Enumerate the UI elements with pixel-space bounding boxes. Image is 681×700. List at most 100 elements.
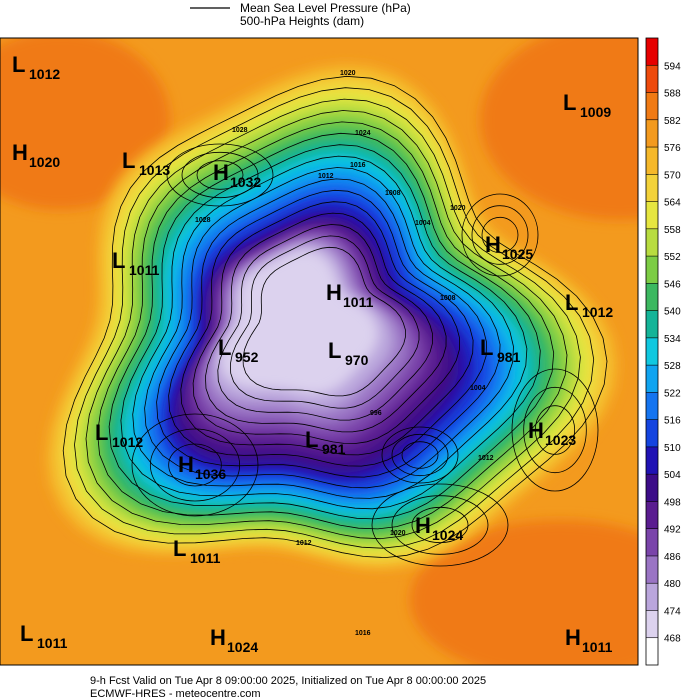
colorbar-swatch <box>646 283 658 312</box>
map-frame <box>0 37 639 666</box>
colorbar-swatch <box>646 92 658 121</box>
colorbar-label: 552 <box>664 252 681 263</box>
colorbar-label: 570 <box>664 170 681 181</box>
pressure-center: L 1011 <box>112 248 160 278</box>
footer-valid: 9-h Fcst Valid on Tue Apr 8 09:00:00 202… <box>90 675 486 687</box>
contour-label: 1016 <box>350 162 366 169</box>
contour-label: 1004 <box>470 385 486 392</box>
colorbar-swatch <box>646 365 658 393</box>
center-value: 1011 <box>37 635 68 651</box>
center-kind: H <box>178 452 194 477</box>
center-kind: H <box>210 625 226 650</box>
isobar <box>534 405 576 455</box>
contour-label: 1012 <box>478 455 494 462</box>
colorbar-label: 504 <box>664 470 681 481</box>
contour-label: 1008 <box>385 190 401 197</box>
contour-label: 1016 <box>355 630 371 637</box>
center-kind: L <box>112 248 125 273</box>
isobar <box>180 189 474 456</box>
isobar <box>217 224 434 421</box>
contour-label: 996 <box>370 410 382 417</box>
center-kind: H <box>565 625 581 650</box>
colorbar-swatch <box>646 392 658 421</box>
contour-label: 1012 <box>296 540 312 547</box>
center-value: 1011 <box>343 294 374 310</box>
center-value: 1012 <box>29 66 60 82</box>
isobar <box>411 506 469 544</box>
colorbar-label: 588 <box>664 89 681 100</box>
isobar <box>181 151 259 199</box>
center-kind: L <box>565 290 578 315</box>
isobar <box>192 201 461 444</box>
center-kind: H <box>485 232 501 257</box>
warm-region <box>410 520 638 665</box>
colorbar-label: 468 <box>664 634 681 645</box>
colorbar-label: 474 <box>664 606 681 617</box>
isobar <box>149 428 241 502</box>
isobar <box>166 143 274 207</box>
colorbar-swatch <box>646 446 658 475</box>
isobar <box>132 144 528 499</box>
center-kind: L <box>20 621 33 646</box>
center-kind: H <box>326 280 342 305</box>
isobar <box>85 98 581 540</box>
colorbar-label: 522 <box>664 388 681 399</box>
colorbar-swatch <box>646 637 658 666</box>
isobar <box>371 483 509 567</box>
colorbar-frame <box>645 37 659 666</box>
pressure-center: H 1011 <box>326 280 374 310</box>
pressure-center: H 1025 <box>485 232 533 262</box>
center-kind: L <box>563 90 576 115</box>
pressure-center: L 1011 <box>20 621 68 651</box>
pressure-center: H 1024 <box>415 513 463 543</box>
contour-label: 1024 <box>355 130 371 137</box>
center-kind: L <box>218 335 231 360</box>
colorbar-label: 558 <box>664 225 681 236</box>
colorbar-label: 486 <box>664 552 681 563</box>
colorbar-label: 564 <box>664 198 681 209</box>
center-value: 981 <box>497 349 521 365</box>
center-value: 1036 <box>195 466 226 482</box>
colorbar-label: 528 <box>664 361 681 372</box>
center-kind: H <box>528 418 544 443</box>
isobar <box>391 433 449 477</box>
colorbar-swatch <box>646 119 658 148</box>
contour-label: 1012 <box>318 173 334 180</box>
colorbar-label: 498 <box>664 497 681 508</box>
center-kind: L <box>173 536 186 561</box>
isobar <box>381 426 459 484</box>
colorbar-label: 480 <box>664 579 681 590</box>
isobars: 1020 1028 1024 1016 1012 1008 1004 1028 1020 1008… <box>62 70 608 637</box>
colorbar-swatch <box>646 147 658 175</box>
isobar <box>204 212 447 433</box>
colorbar-swatch <box>646 256 658 284</box>
pressure-center: L 1012 <box>565 290 613 320</box>
colorbar-label: 540 <box>664 307 681 318</box>
center-value: 1011 <box>190 550 221 566</box>
isobar <box>511 368 599 492</box>
colorbar-label: 510 <box>664 443 681 454</box>
center-value: 1011 <box>129 262 160 278</box>
contour-label: 1004 <box>415 220 431 227</box>
colorbar: 594 588 582 576 570 564 558 552 546 540 534 528 522 5… <box>645 37 681 666</box>
colorbar-swatch <box>646 528 658 557</box>
colorbar-swatch <box>646 65 658 94</box>
pressure-center: H 1020 <box>12 140 60 170</box>
colorbar-label: 582 <box>664 116 681 127</box>
pressure-center: L 1012 <box>95 420 143 450</box>
pressure-center: L 1013 <box>122 148 170 178</box>
colorbar-label: 534 <box>664 334 681 345</box>
colorbar-label: 516 <box>664 416 681 427</box>
pressure-center: L 981 <box>480 335 521 365</box>
pressure-center: H 1032 <box>213 160 261 190</box>
center-kind: L <box>328 338 341 363</box>
pressure-center: L 1009 <box>563 90 611 120</box>
pressure-center: L 970 <box>328 338 369 368</box>
colorbar-swatch <box>646 610 658 639</box>
isobar <box>168 178 488 467</box>
colorbar-swatch <box>646 555 658 584</box>
isobar <box>120 132 541 510</box>
legend-heights: 500-hPa Heights (dam) <box>240 14 364 28</box>
center-value: 1024 <box>227 639 258 655</box>
